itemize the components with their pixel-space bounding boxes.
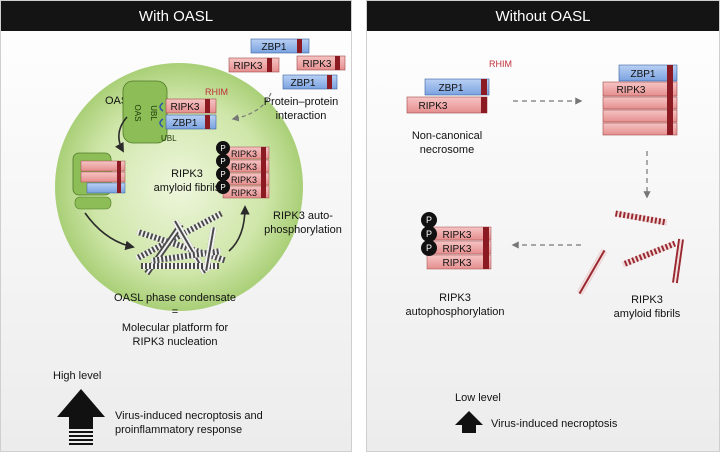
necrosome-ripk3-label: RIPK3 [419,101,448,112]
oasl-phase-condensate [55,63,303,311]
high-level-arrow-icon [57,389,105,445]
oas-domain-label: OAS [133,105,142,122]
fibrils-label-right-line1: RIPK3 [631,294,663,306]
caption-line1: OASL phase condensate [114,292,236,304]
autophos-ripk3-stack: RIPK3 RIPK3 RIPK3 P P P [421,212,492,270]
ripk3-zbp1-stack: ZBP1 RIPK3 [602,64,678,136]
complex-ripk3-label: RIPK3 [171,102,200,113]
phosphorylated-ripk3-stack: RIPK3 RIPK3 RIPK3 RIPK3 P P P P [216,141,270,199]
recruitment-dashed-arrow [231,92,272,122]
fibrils-label-right-line2: amyloid fibrils [614,308,681,320]
diagram-with-oasl: ZBP1 RIPK3 RIPK3 ZBP1 Protein–protein in… [53,38,346,445]
arrow-oasl-to-cluster [115,116,128,153]
outcome-right: Virus-induced necroptosis [491,418,618,430]
protein-interaction-label-line1: Protein–protein [264,96,339,108]
autophos-label-line1: RIPK3 auto- [273,210,333,222]
phospho-4: P [220,183,225,192]
free-ripk3-right: RIPK3 [296,55,346,71]
rhim-label-left: RHIM [205,87,228,97]
panel-with-oasl: With OASL [0,0,352,452]
necrosome-complex: ZBP1 RIPK3 [406,78,490,114]
phospho-3: P [220,170,225,179]
stack-ripk3-label: RIPK3 [617,85,646,96]
free-zbp1-bottom-label: ZBP1 [290,78,315,89]
low-level-arrow-icon [455,411,483,433]
fibrils-label-line2: amyloid fibrils [154,182,221,194]
panel-without-oasl: Without OASL RHIM ZBP1 [366,0,720,452]
outcome-line2: proinflammatory response [115,424,242,436]
necrosome-label-line2: necrosome [420,144,474,156]
high-level-label: High level [53,370,101,382]
complex-zbp1: ZBP1 [165,114,217,130]
pstack-ripk3-3: RIPK3 [231,175,257,185]
ubl-bottom-label: UBL [161,134,177,143]
stack-zbp1-label: ZBP1 [630,69,655,80]
autophos-label-line2-right: autophosphorylation [405,306,504,318]
free-zbp1-top-label: ZBP1 [261,42,286,53]
arrow-fibrils-to-phospho [228,205,250,252]
free-ripk3-right-label: RIPK3 [303,59,332,70]
free-zbp1-top: ZBP1 [250,38,310,54]
free-zbp1-bottom: ZBP1 [282,74,338,90]
autophos-phospho-1: P [426,215,432,225]
arrow-cluster-to-fibrils [84,212,135,251]
phospho-1: P [220,144,225,153]
ubl-domain-label: UBL [149,105,158,121]
autophos-phospho-3: P [426,243,432,253]
amyloid-fibril-bundle [135,210,226,276]
panel-title-with-oasl: With OASL [1,1,351,31]
pstack-ripk3-4: RIPK3 [231,188,257,198]
diagram-without-oasl: RHIM ZBP1 RIPK3 Non-canonical necrosome … [405,59,685,433]
complex-ripk3: RIPK3 [165,98,217,114]
free-ripk3-left: RIPK3 [228,57,280,73]
caption-line3: Molecular platform for [122,322,229,334]
autophos-phospho-2: P [426,229,432,239]
complex-zbp1-label: ZBP1 [172,118,197,129]
low-level-label: Low level [455,392,501,404]
ripk3-amyloid-fibrils [576,210,685,296]
fibrils-label-line1: RIPK3 [171,168,203,180]
autophos-ripk3-2: RIPK3 [443,244,472,255]
autophos-label-line1-right: RIPK3 [439,292,471,304]
phospho-2: P [220,157,225,166]
oasl-ripk3-cluster [72,152,126,210]
binding-contacts [159,102,164,128]
caption-line2: = [172,306,178,318]
autophos-label-line2: phosphorylation [264,224,342,236]
protein-interaction-label-line2: interaction [276,110,327,122]
autophos-ripk3-3: RIPK3 [443,258,472,269]
oasl-protein: OAS UBL UBL [122,80,177,144]
panel-title-without-oasl: Without OASL [367,1,719,31]
pstack-ripk3-2: RIPK3 [231,162,257,172]
pstack-ripk3-1: RIPK3 [231,149,257,159]
autophos-ripk3-1: RIPK3 [443,230,472,241]
necrosome-zbp1-label: ZBP1 [438,83,463,94]
caption-line4: RIPK3 nucleation [133,336,218,348]
necrosome-label-line1: Non-canonical [412,130,482,142]
rhim-label-right: RHIM [489,59,512,69]
outcome-line1: Virus-induced necroptosis and [115,410,263,422]
free-ripk3-left-label: RIPK3 [234,61,263,72]
